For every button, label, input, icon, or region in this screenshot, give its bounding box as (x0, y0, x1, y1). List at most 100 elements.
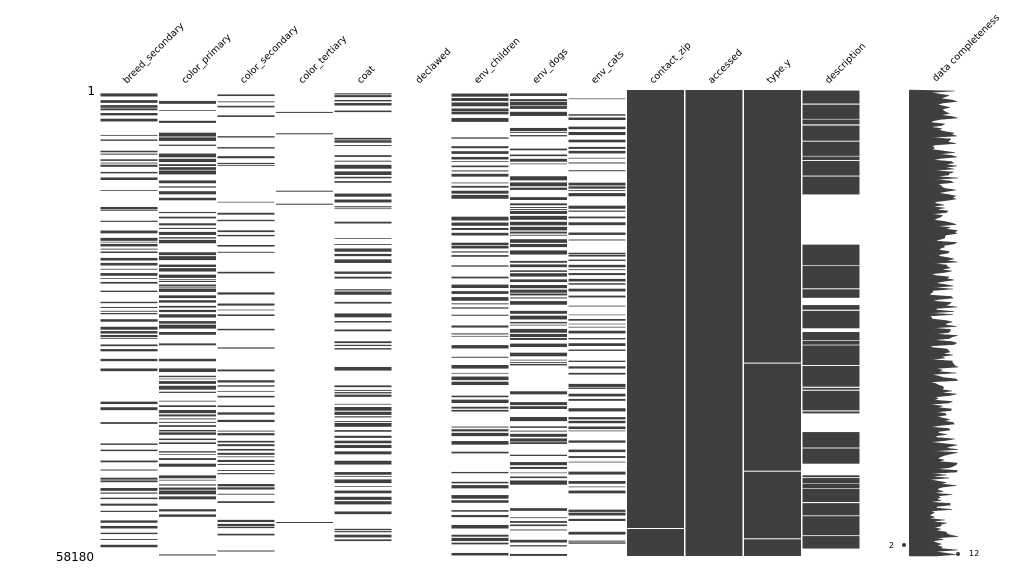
filled-band (100, 497, 158, 500)
filled-band (334, 171, 392, 175)
filled-band (217, 385, 275, 387)
filled-band (451, 303, 509, 305)
filled-band (100, 532, 158, 535)
filled-band (100, 105, 158, 108)
filled-band (568, 323, 626, 325)
filled-band (158, 137, 216, 141)
filled-band (568, 383, 626, 387)
filled-band (100, 108, 158, 111)
filled-band (158, 295, 216, 299)
filled-band (217, 303, 275, 306)
filled-band (217, 519, 275, 523)
filled-band (217, 463, 275, 465)
filled-band (509, 466, 567, 469)
filled-band (451, 190, 509, 194)
filled-band (451, 276, 509, 279)
column-separator (626, 90, 627, 556)
filled-band (217, 115, 275, 117)
filled-band (509, 270, 567, 272)
filled-band (158, 223, 216, 226)
filled-band (100, 164, 158, 167)
filled-band (451, 170, 509, 172)
filled-band (568, 509, 626, 512)
filled-band (509, 402, 567, 406)
filled-band (158, 284, 216, 287)
filled-band (451, 307, 509, 309)
filled-band (100, 206, 158, 210)
filled-band (100, 189, 158, 191)
filled-band (509, 176, 567, 181)
filled-band (451, 118, 509, 122)
filled-band (568, 486, 626, 488)
filled-band (217, 523, 275, 527)
filled-band (158, 305, 216, 308)
filled-band (158, 288, 216, 292)
filled-band (334, 392, 392, 394)
column-separator (450, 90, 452, 556)
filled-band (217, 430, 275, 432)
filled-band (100, 93, 158, 97)
column-label-breed_secondary: breed_secondary (121, 20, 187, 86)
column-color_tertiary (275, 111, 333, 523)
filled-band (568, 170, 626, 172)
filled-band (158, 167, 216, 170)
filled-band (334, 164, 392, 169)
filled-band (802, 475, 860, 478)
filled-band (509, 154, 567, 157)
filled-band (568, 531, 626, 535)
filled-band (158, 409, 216, 414)
filled-band (334, 486, 392, 487)
filled-band (451, 108, 509, 112)
filled-band (217, 533, 275, 536)
filled-band (334, 145, 392, 147)
filled-band (334, 193, 392, 197)
filled-band (509, 315, 567, 320)
filled-band (217, 444, 275, 447)
filled-band (509, 333, 567, 338)
filled-band (509, 209, 567, 211)
column-separator (392, 90, 393, 556)
filled-band (158, 186, 216, 188)
filled-band (217, 380, 275, 383)
filled-band (568, 387, 626, 389)
filled-band (334, 528, 392, 531)
filled-band (451, 406, 509, 409)
filled-band (509, 203, 567, 206)
filled-band (334, 460, 392, 465)
filled-band (100, 159, 158, 161)
filled-band (334, 416, 392, 418)
filled-band (568, 283, 626, 285)
filled-band (158, 475, 216, 479)
filled-band (217, 165, 275, 166)
filled-band (568, 254, 626, 257)
column-label-coat: coat (355, 64, 378, 87)
filled-band (100, 262, 158, 266)
filled-band (100, 310, 158, 312)
filled-band (509, 508, 567, 511)
filled-band (217, 136, 275, 138)
column-label-env_dogs: env_dogs (531, 46, 571, 86)
filled-band (100, 469, 158, 471)
filled-band (158, 170, 216, 175)
filled-band (334, 253, 392, 257)
column-separator (801, 90, 803, 556)
filled-band (158, 231, 216, 235)
filled-band (158, 509, 216, 512)
filled-band (802, 345, 860, 366)
filled-band (217, 101, 275, 103)
filled-band (509, 111, 567, 116)
filled-band (802, 176, 860, 195)
filled-band (568, 193, 626, 197)
filled-band (509, 285, 567, 289)
filled-band (509, 433, 567, 437)
filled-band (100, 241, 158, 243)
filled-band (451, 161, 509, 162)
filled-band (158, 237, 216, 239)
filled-band (451, 372, 509, 374)
filled-band (568, 471, 626, 475)
sparkline-area (909, 89, 959, 557)
filled-band (100, 449, 158, 452)
filled-band (217, 473, 275, 475)
filled-band (334, 93, 392, 95)
